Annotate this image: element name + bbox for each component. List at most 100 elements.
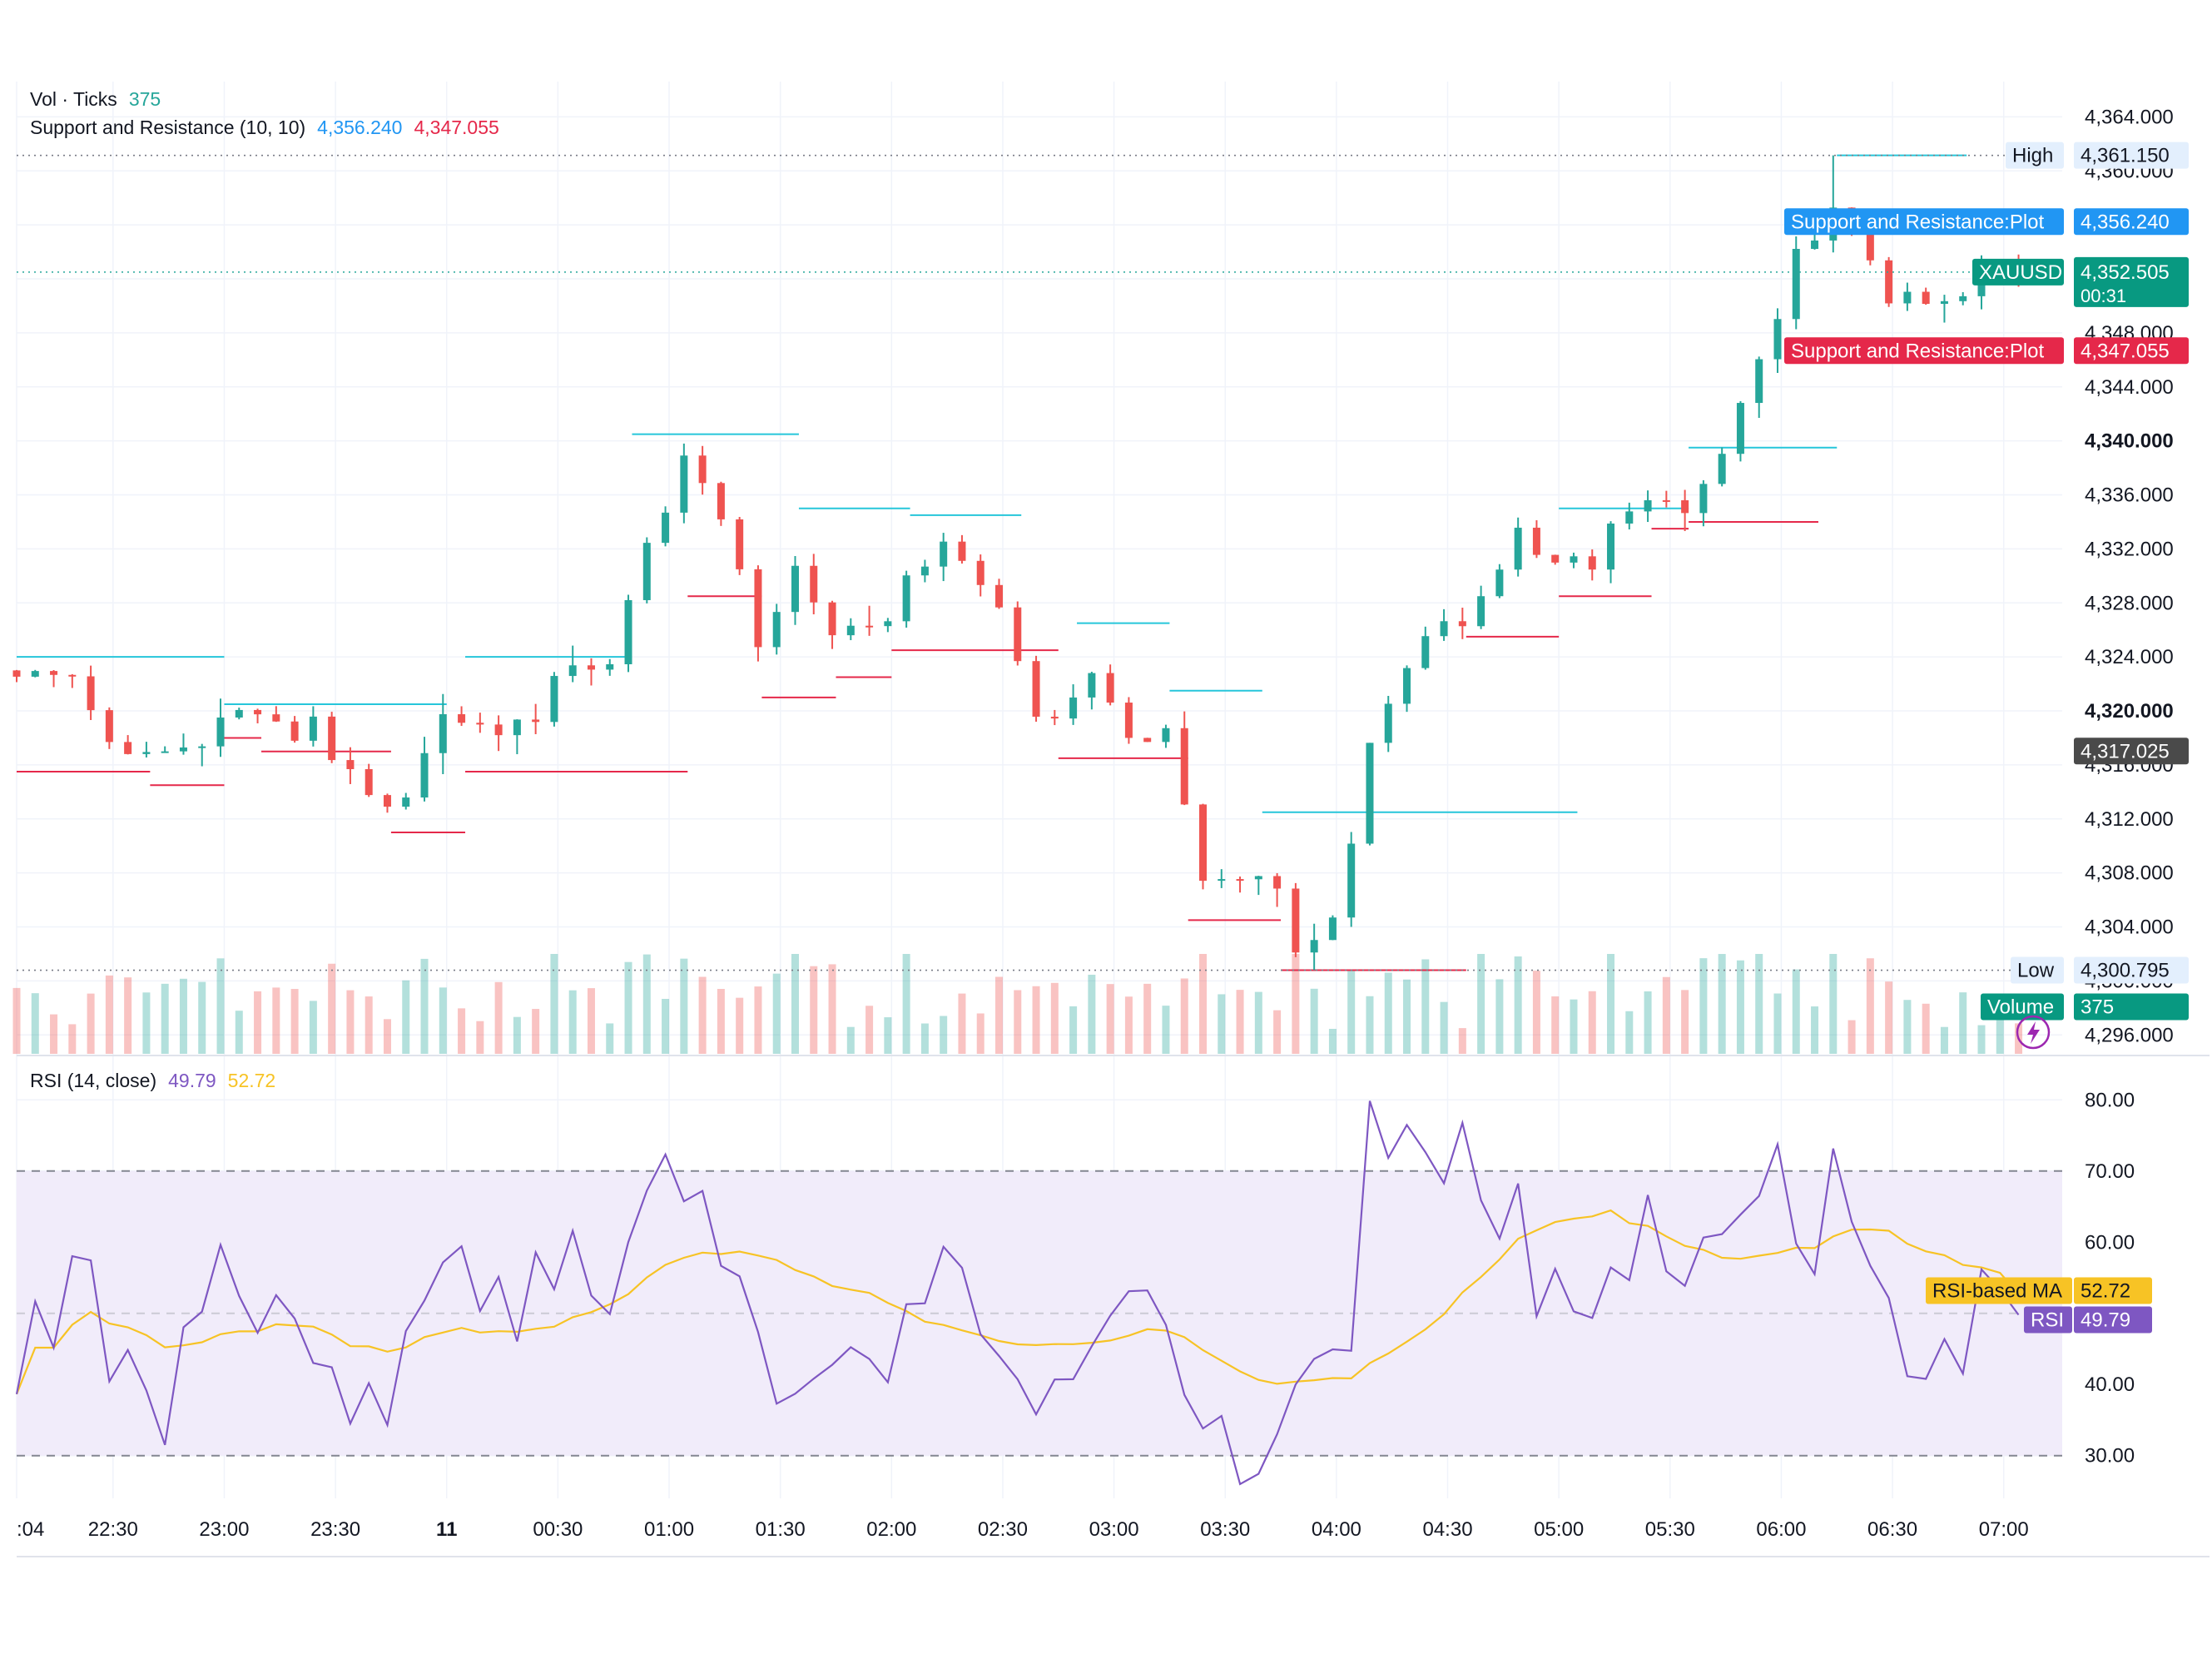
rsi-tick-label: 40.00 bbox=[2085, 1373, 2135, 1396]
volume-bar bbox=[1792, 969, 1800, 1054]
volume-bar bbox=[662, 998, 670, 1054]
time-tick-label: 02:30 bbox=[978, 1518, 1028, 1541]
rsi-value-label: 49.79 bbox=[2081, 1309, 2130, 1332]
candle-body bbox=[328, 716, 336, 761]
candle-body bbox=[1532, 527, 1540, 555]
price-tick-label: 4,308.000 bbox=[2085, 862, 2174, 885]
volume-legend[interactable]: Vol · Ticks 375 bbox=[30, 88, 172, 111]
volume-bar bbox=[1310, 988, 1318, 1054]
volume-bar bbox=[1403, 979, 1411, 1054]
rsi-tick-label: 70.00 bbox=[2085, 1160, 2135, 1183]
volume-name-label-box bbox=[1981, 993, 2064, 1021]
candle-body bbox=[1551, 554, 1560, 563]
volume-bar bbox=[198, 981, 206, 1054]
volume-bar bbox=[902, 954, 910, 1054]
volume-bar bbox=[1811, 1006, 1819, 1054]
price-tick-label: 4,312.000 bbox=[2085, 808, 2174, 831]
candle-body bbox=[1514, 527, 1522, 570]
crosshair-price-label: 4,317.025 bbox=[2081, 740, 2170, 762]
rsi-name-label: RSI bbox=[2031, 1309, 2064, 1332]
candle-body bbox=[1143, 738, 1152, 743]
volume-bar bbox=[1644, 991, 1652, 1054]
volume-bar bbox=[791, 954, 799, 1054]
high-value-label: 4,361.150 bbox=[2081, 145, 2170, 167]
volume-bar bbox=[1458, 1028, 1466, 1054]
candle-body bbox=[1866, 231, 1874, 261]
volume-bar bbox=[383, 1019, 391, 1054]
volume-bar bbox=[1681, 990, 1689, 1054]
candle-body bbox=[1273, 876, 1282, 889]
rsi-legend-ma-value: 52.72 bbox=[227, 1070, 276, 1091]
volume-bar bbox=[642, 954, 651, 1054]
volume-bar bbox=[87, 993, 95, 1054]
volume-bar bbox=[550, 954, 558, 1054]
rsi-legend[interactable]: RSI (14, close) 49.79 52.72 bbox=[30, 1070, 287, 1092]
volume-bar bbox=[1088, 974, 1096, 1054]
candle-body bbox=[884, 621, 892, 627]
time-tick-label: 07:00 bbox=[1979, 1518, 2029, 1541]
rsi-legend-name: RSI (14, close) bbox=[30, 1070, 157, 1091]
volume-bar bbox=[865, 1006, 874, 1054]
candle-body bbox=[606, 663, 614, 670]
price-tick-label: 4,296.000 bbox=[2085, 1024, 2174, 1046]
candle-body bbox=[642, 543, 651, 600]
candle-body bbox=[1032, 661, 1040, 717]
time-tick-label: 05:00 bbox=[1534, 1518, 1584, 1541]
price-tick-label: 4,364.000 bbox=[2085, 106, 2174, 128]
volume-bar bbox=[568, 990, 577, 1054]
candle-body bbox=[1570, 556, 1578, 563]
candle-body bbox=[717, 483, 725, 519]
candle-body bbox=[1792, 248, 1800, 320]
volume-bar bbox=[736, 997, 744, 1054]
volume-bar bbox=[606, 1023, 614, 1054]
price-tick-label: 4,336.000 bbox=[2085, 484, 2174, 507]
volume-bar bbox=[365, 996, 373, 1054]
volume-bar bbox=[1440, 1001, 1448, 1054]
volume-legend-value: 375 bbox=[128, 88, 161, 110]
volume-bar bbox=[50, 1014, 58, 1054]
time-tick-label: 01:00 bbox=[644, 1518, 694, 1541]
symbol-name-label-box bbox=[1972, 258, 2064, 286]
candle-body bbox=[1014, 607, 1022, 662]
candle-body bbox=[1885, 260, 1893, 304]
volume-bar bbox=[717, 988, 725, 1054]
volume-bar bbox=[1959, 992, 1967, 1054]
price-tick-label: 4,304.000 bbox=[2085, 916, 2174, 939]
price-tick-label: 4,340.000 bbox=[2085, 430, 2174, 453]
candle-body bbox=[1088, 673, 1096, 698]
candle-body bbox=[1458, 621, 1466, 627]
last-price-box bbox=[2074, 256, 2189, 307]
candle-body bbox=[365, 768, 373, 796]
candle-body bbox=[1310, 940, 1318, 953]
candle-body bbox=[1254, 876, 1262, 880]
volume-bar bbox=[532, 1009, 540, 1054]
candle-body bbox=[1903, 291, 1912, 304]
rsi-ma-name-label: RSI-based MA bbox=[1932, 1279, 2062, 1302]
volume-bar bbox=[754, 986, 762, 1054]
candle-body bbox=[1644, 499, 1652, 512]
volume-bar bbox=[439, 987, 447, 1054]
volume-legend-name: Vol · Ticks bbox=[30, 88, 117, 110]
lightning-icon[interactable] bbox=[2016, 1015, 2051, 1050]
volume-bar bbox=[1662, 976, 1670, 1054]
volume-bar bbox=[1551, 996, 1560, 1054]
last-price-value: 4,352.505 bbox=[2081, 261, 2170, 284]
volume-bar bbox=[1977, 1025, 1986, 1054]
sr-legend[interactable]: Support and Resistance (10, 10) 4,356.240… bbox=[30, 117, 511, 139]
rsi-band bbox=[17, 1170, 2062, 1457]
volume-bar bbox=[1347, 970, 1356, 1054]
candle-body bbox=[50, 671, 58, 675]
candle-body bbox=[1495, 569, 1504, 597]
volume-bar bbox=[1292, 954, 1300, 1054]
volume-bar bbox=[142, 992, 151, 1054]
volume-bar bbox=[1570, 999, 1578, 1054]
time-tick-label: 01:30 bbox=[756, 1518, 806, 1541]
volume-bar bbox=[309, 1001, 317, 1054]
candle-body bbox=[198, 746, 206, 748]
volume-bar bbox=[1032, 986, 1040, 1054]
support-value-label: 4,347.055 bbox=[2081, 340, 2170, 362]
candle-body bbox=[828, 602, 836, 636]
rsi-ma-value-label: 52.72 bbox=[2081, 1279, 2130, 1302]
